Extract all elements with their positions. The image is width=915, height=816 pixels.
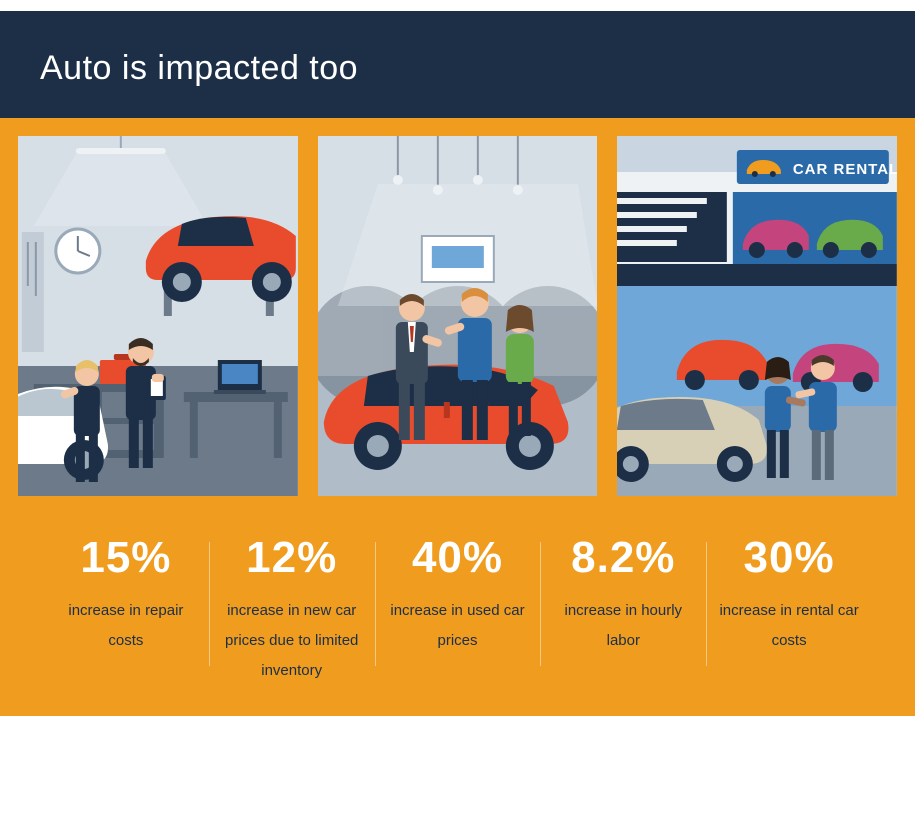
illustration-dealership [318, 136, 598, 496]
illustration-car-rental: CAR RENTAL [617, 136, 897, 496]
stat-repair-costs: 15% increase in repair costs [43, 536, 209, 686]
stat-hourly-labor: 8.2% increase in hourly labor [540, 536, 706, 686]
body-panel: CAR RENTAL [0, 118, 915, 716]
stat-value: 12% [221, 536, 363, 580]
top-strip [0, 0, 915, 14]
stat-desc: increase in rental car costs [718, 596, 860, 656]
stat-value: 40% [387, 536, 529, 580]
stat-value: 15% [55, 536, 197, 580]
header: Auto is impacted too [0, 14, 915, 118]
slide: Auto is impacted too [0, 0, 915, 816]
illustration-repair-shop [18, 136, 298, 496]
illustration-row: CAR RENTAL [18, 136, 897, 496]
stat-new-car-prices: 12% increase in new car prices due to li… [209, 536, 375, 686]
stats-row: 15% increase in repair costs 12% increas… [18, 536, 897, 686]
stat-desc: increase in repair costs [55, 596, 197, 656]
stat-desc: increase in new car prices due to limite… [221, 596, 363, 686]
car-rental-sign-text: CAR RENTAL [793, 161, 897, 178]
stat-value: 8.2% [552, 536, 694, 580]
stat-desc: increase in used car prices [387, 596, 529, 656]
stat-rental-costs: 30% increase in rental car costs [706, 536, 872, 686]
stat-value: 30% [718, 536, 860, 580]
page-title: Auto is impacted too [40, 49, 875, 88]
stat-desc: increase in hourly labor [552, 596, 694, 656]
stat-used-car-prices: 40% increase in used car prices [375, 536, 541, 686]
page-number-indicator [855, 794, 885, 798]
